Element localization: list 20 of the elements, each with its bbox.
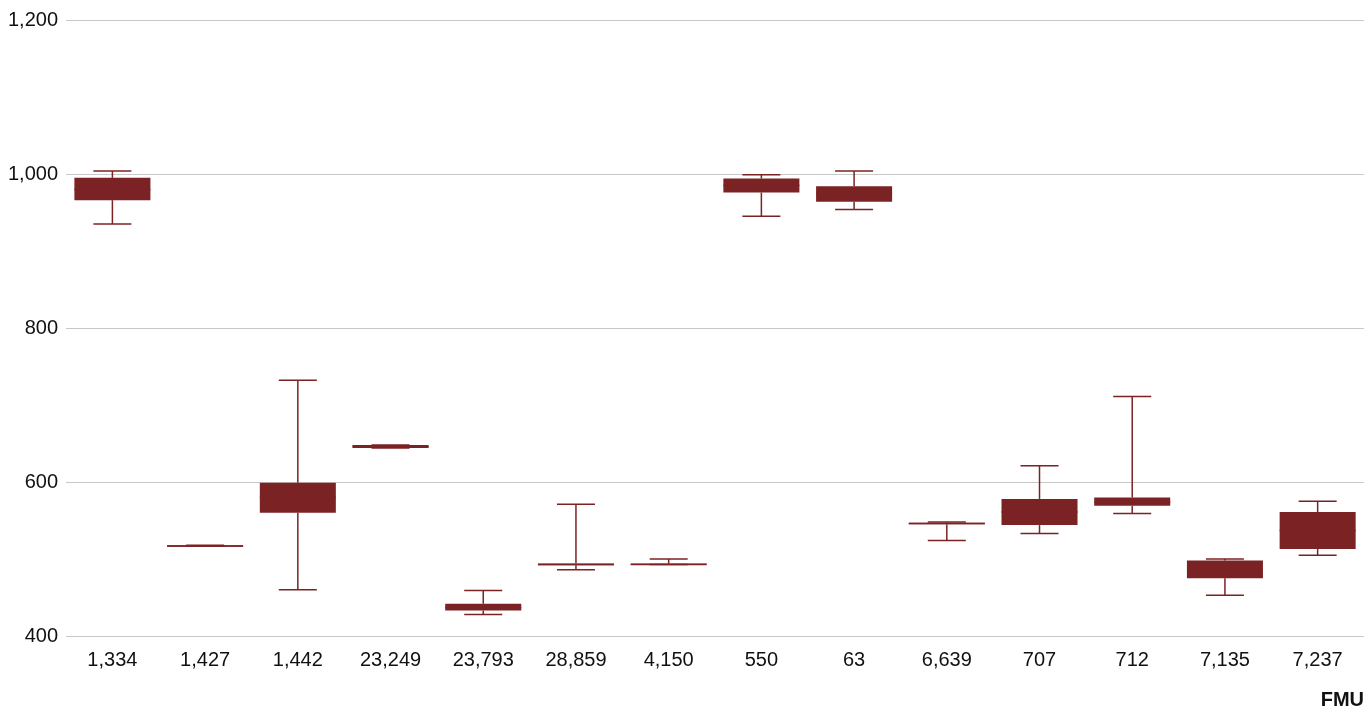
x-tick-label: 7,237: [1292, 647, 1343, 670]
x-tick-label: 23,249: [359, 647, 422, 670]
y-tick-label: 1,000: [7, 161, 59, 184]
y-tick-label: 400: [24, 623, 59, 646]
x-tick-label: 712: [1115, 647, 1149, 670]
x-axis-title: FMU: [1320, 687, 1364, 710]
x-tick-label: 1,427: [180, 647, 231, 670]
x-tick-label: 7,135: [1199, 647, 1250, 670]
x-tick-label: 707: [1022, 647, 1057, 670]
y-tick-label: 1,200: [7, 7, 59, 30]
x-tick-label: 550: [744, 647, 779, 670]
x-tick-label: 28,859: [545, 647, 607, 670]
x-tick-label: 23,793: [452, 647, 514, 670]
x-tick-label: 1,334: [87, 647, 138, 670]
x-tick-label: 1,442: [272, 647, 323, 670]
x-tick-label: 63: [842, 647, 866, 670]
x-tick-label: 6,639: [921, 647, 972, 670]
y-tick-label: 600: [24, 469, 59, 492]
x-tick-label: 4,150: [643, 647, 694, 670]
y-tick-label: 800: [24, 315, 59, 338]
